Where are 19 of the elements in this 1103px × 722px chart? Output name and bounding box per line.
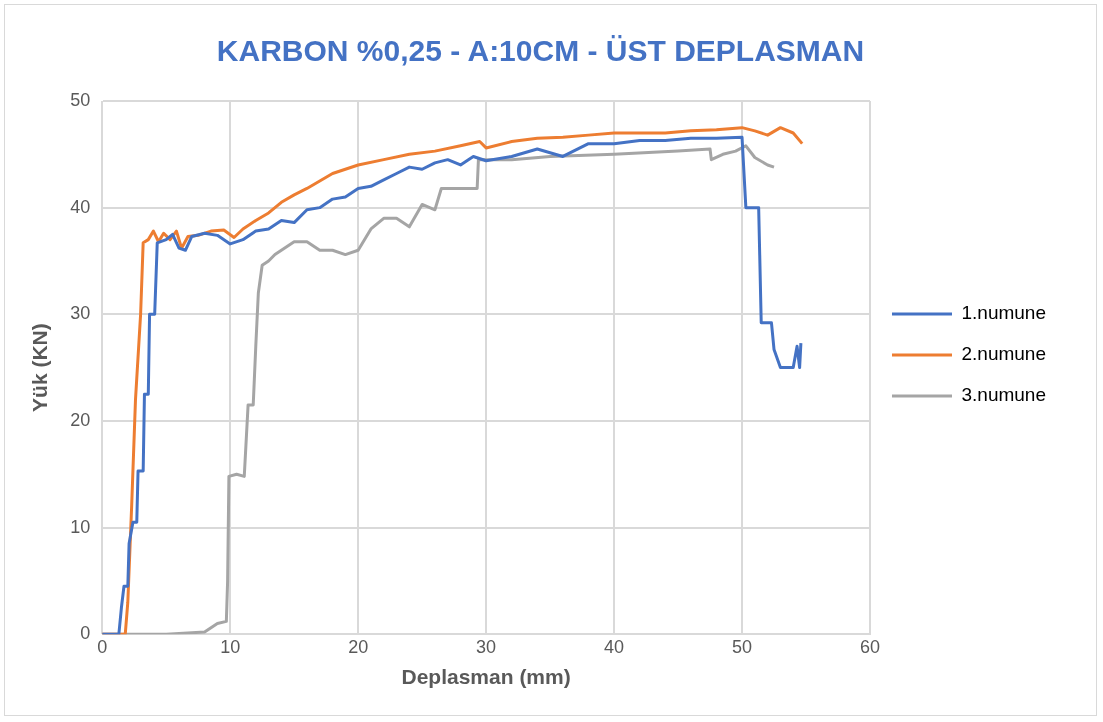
- y-tick-label: 10: [70, 516, 91, 537]
- legend-label: 3.numune: [961, 384, 1047, 406]
- x-tick-label: 60: [859, 636, 881, 657]
- legend-label: 1.numune: [961, 302, 1047, 324]
- y-axis-title: Yük (KN): [28, 323, 52, 412]
- x-tick-label: 10: [220, 636, 241, 657]
- x-tick-label: 0: [97, 636, 108, 657]
- y-tick-label: 50: [70, 89, 91, 110]
- x-axis-title: Deplasman (mm): [401, 665, 571, 689]
- x-tick-label: 50: [732, 636, 753, 657]
- x-tick-label: 40: [604, 636, 625, 657]
- y-tick-label: 30: [70, 303, 91, 324]
- x-tick-label: 20: [348, 636, 369, 657]
- y-tick-label: 0: [80, 623, 91, 644]
- legend-label: 2.numune: [961, 343, 1047, 365]
- y-tick-label: 20: [70, 409, 91, 430]
- x-tick-label: 30: [476, 636, 497, 657]
- chart-title: KARBON %0,25 - A:10CM - ÜST DEPLASMAN: [216, 34, 865, 68]
- y-tick-label: 40: [70, 196, 91, 217]
